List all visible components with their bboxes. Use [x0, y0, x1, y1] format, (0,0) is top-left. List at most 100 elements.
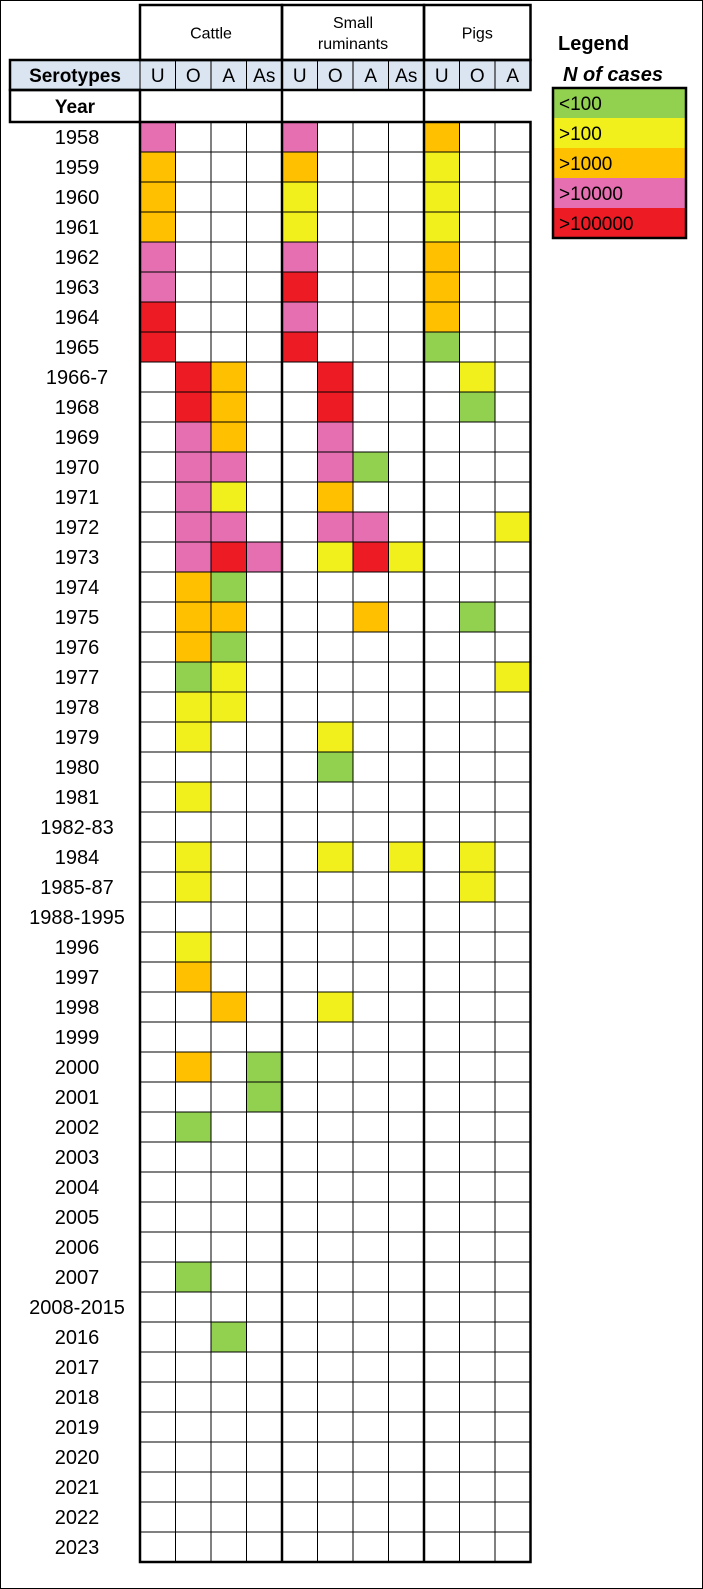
heatmap-cell: [281, 1021, 318, 1053]
heatmap-cell: [281, 481, 318, 513]
heatmap-cell: [459, 1411, 496, 1443]
year-label: 1984: [55, 847, 100, 869]
heatmap-cell: [175, 811, 212, 843]
heatmap-cell: [388, 241, 425, 273]
heatmap-cell: [175, 631, 212, 663]
heatmap-cell: [388, 181, 425, 213]
heatmap-cell: [459, 811, 496, 843]
heatmap-cell: [175, 661, 212, 693]
heatmap-cell: [281, 1171, 318, 1203]
heatmap-cell: [494, 451, 531, 483]
heatmap-cell: [388, 1051, 425, 1083]
year-label: 2018: [55, 1387, 100, 1409]
heatmap-cell: [175, 1531, 212, 1563]
heatmap-cell: [459, 541, 496, 573]
heatmap-cell: [388, 1081, 425, 1113]
heatmap-cell: [317, 151, 354, 183]
legend-title: Legend: [558, 33, 629, 55]
heatmap-cell: [494, 211, 531, 243]
heatmap-cell: [139, 421, 176, 453]
legend-swatch: [553, 118, 686, 148]
heatmap-cell: [388, 361, 425, 393]
heatmap-cell: [494, 961, 531, 993]
heatmap-cell: [423, 1021, 460, 1053]
year-label: 1960: [55, 187, 100, 209]
heatmap-cell: [175, 1471, 212, 1503]
heatmap-cell: [317, 1231, 354, 1263]
heatmap-cell: [494, 721, 531, 753]
year-label: 1958: [55, 127, 100, 149]
heatmap-cell: [210, 271, 247, 303]
heatmap-cell: [281, 631, 318, 663]
heatmap-cell: [317, 1351, 354, 1383]
heatmap-cell: [175, 1141, 212, 1173]
heatmap-cell: [352, 961, 389, 993]
heatmap-cell: [352, 811, 389, 843]
heatmap-cell: [210, 961, 247, 993]
heatmap-cell: [352, 481, 389, 513]
year-label: 2022: [55, 1507, 100, 1529]
heatmap-cell: [494, 1051, 531, 1083]
heatmap-cell: [281, 841, 318, 873]
heatmap-cell: [494, 1141, 531, 1173]
heatmap-cell: [459, 1531, 496, 1563]
heatmap-cell: [246, 751, 283, 783]
heatmap-cell: [246, 841, 283, 873]
heatmap-cell: [139, 1051, 176, 1083]
heatmap-cell: [317, 541, 354, 573]
heatmap-cell: [388, 691, 425, 723]
heatmap-cell: [494, 1321, 531, 1353]
heatmap-cell: [352, 751, 389, 783]
heatmap-cell: [210, 901, 247, 933]
heatmap-cell: [317, 1321, 354, 1353]
heatmap-cell: [281, 1081, 318, 1113]
heatmap-cell: [459, 1471, 496, 1503]
heatmap-cell: [423, 361, 460, 393]
heatmap-cell: [317, 511, 354, 543]
year-label: 1998: [55, 997, 100, 1019]
year-label: 2020: [55, 1447, 100, 1469]
heatmap-cell: [459, 751, 496, 783]
year-label: 2001: [55, 1087, 100, 1109]
heatmap-cell: [175, 1051, 212, 1083]
heatmap-cell: [281, 121, 318, 153]
heatmap-cell: [139, 601, 176, 633]
heatmap-cell: [210, 841, 247, 873]
heatmap-cell: [281, 901, 318, 933]
heatmap-cell: [423, 631, 460, 663]
heatmap-cell: [317, 1411, 354, 1443]
heatmap-cell: [246, 1321, 283, 1353]
heatmap-cell: [388, 1501, 425, 1533]
heatmap-cell: [423, 931, 460, 963]
heatmap-cell: [246, 1471, 283, 1503]
heatmap-cell: [317, 811, 354, 843]
heatmap-cell: [210, 1531, 247, 1563]
heatmap-cell: [281, 1051, 318, 1083]
heatmap-cell: [210, 1321, 247, 1353]
heatmap-cell: [459, 991, 496, 1023]
heatmap-cell: [175, 1171, 212, 1203]
heatmap-cell: [459, 571, 496, 603]
serotype-label: O: [186, 66, 201, 87]
heatmap-cell: [139, 451, 176, 483]
heatmap-cell: [246, 1081, 283, 1113]
year-label: 1966-7: [46, 367, 108, 389]
heatmap-cell: [139, 391, 176, 423]
serotype-label: A: [222, 66, 235, 87]
heatmap-cell: [246, 1381, 283, 1413]
heatmap-cell: [388, 1321, 425, 1353]
heatmap-cell: [459, 1441, 496, 1473]
heatmap-cell: [423, 1051, 460, 1083]
year-label: 2005: [55, 1207, 100, 1229]
heatmap-cell: [317, 1441, 354, 1473]
heatmap-cell: [281, 781, 318, 813]
heatmap-cell: [352, 1231, 389, 1263]
heatmap-cell: [352, 361, 389, 393]
heatmap-cell: [246, 631, 283, 663]
heatmap-cell: [317, 991, 354, 1023]
heatmap-cell: [317, 1201, 354, 1233]
legend-label: >1000: [559, 154, 612, 175]
heatmap-cell: [139, 1381, 176, 1413]
heatmap-cell: [175, 271, 212, 303]
heatmap-cell: [175, 1351, 212, 1383]
